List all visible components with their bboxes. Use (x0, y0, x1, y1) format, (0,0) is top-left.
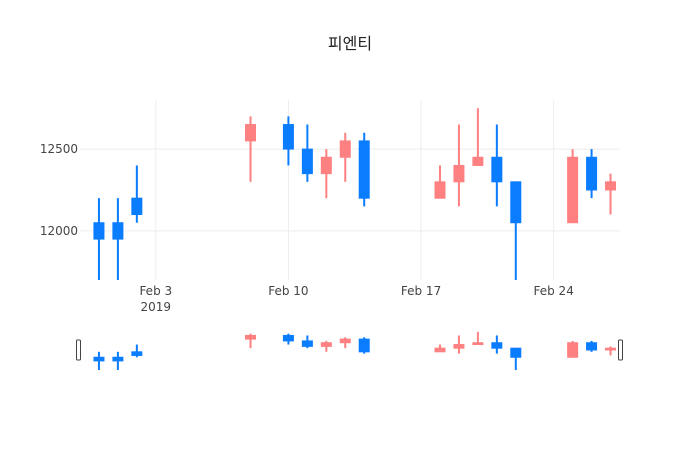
candle-body-mini (472, 342, 484, 346)
candle-body (112, 222, 124, 240)
candle-body (605, 181, 617, 191)
candle-mini (472, 331, 484, 346)
candle-body-mini (245, 334, 257, 340)
candle-body-mini (605, 347, 617, 351)
candle-body-mini (453, 344, 465, 349)
candle-mini (510, 347, 522, 370)
candle (131, 165, 143, 223)
candle-mini (131, 344, 143, 358)
range-slider-left-handle[interactable] (76, 339, 81, 361)
candle (301, 124, 313, 182)
candle-mini (301, 335, 313, 349)
candle-body (245, 124, 257, 142)
candle (245, 116, 257, 182)
candle (320, 149, 332, 199)
candle-mini (605, 346, 617, 356)
y-axis: 12000 12500 (40, 142, 78, 238)
candle-mini (358, 337, 370, 354)
candle (491, 124, 503, 207)
candle-body (434, 181, 446, 199)
x-tick-label: Feb 3 (139, 284, 172, 298)
candle-body-mini (282, 334, 294, 342)
candle-mini (282, 333, 294, 345)
candle-mini (339, 337, 351, 349)
candle-mini (112, 351, 124, 370)
candle-body-mini (112, 356, 124, 362)
candle-body (453, 164, 465, 183)
x-axis: Feb 3 2019 Feb 10 Feb 17 Feb 24 (139, 284, 573, 314)
candle-body-mini (358, 338, 370, 353)
candle (567, 149, 579, 224)
candle-body-mini (586, 342, 598, 351)
candle-body (282, 124, 294, 150)
x-tick-label: Feb 17 (401, 284, 441, 298)
candle (434, 165, 446, 199)
candle (453, 124, 465, 207)
candle-body (586, 156, 598, 191)
candle-body-mini (339, 338, 351, 344)
candle-body-mini (320, 342, 332, 347)
range-slider[interactable] (76, 331, 623, 370)
candle-body (510, 181, 522, 224)
candle-body (472, 156, 484, 166)
candle (339, 132, 351, 182)
candle (112, 198, 124, 280)
candle-mini (434, 344, 446, 353)
candle-body-mini (510, 347, 522, 358)
x-tick-sublabel: 2019 (141, 300, 172, 314)
candle-mini (491, 335, 503, 354)
candle (358, 132, 370, 207)
candle-body-mini (301, 340, 313, 347)
candle-mini (245, 333, 257, 349)
candle (605, 173, 617, 215)
candle-body-mini (434, 347, 446, 353)
y-tick-label: 12000 (40, 224, 78, 238)
candle-body (320, 156, 332, 175)
grid (80, 100, 620, 280)
candle-mini (320, 340, 332, 352)
candle-mini (567, 340, 579, 358)
chart-title: 피엔티 (328, 34, 372, 53)
x-tick-label: Feb 24 (534, 284, 574, 298)
candle (472, 108, 484, 166)
x-tick-label: Feb 10 (268, 284, 308, 298)
candle (93, 198, 105, 280)
candle (282, 116, 294, 166)
candle-body (131, 197, 143, 216)
candle-body-mini (131, 351, 143, 356)
candle-body (567, 156, 579, 224)
candle-body (301, 148, 313, 175)
candle-body (491, 156, 503, 183)
candle-body (93, 222, 105, 240)
range-slider-right-handle[interactable] (618, 339, 623, 361)
candle (586, 149, 598, 199)
candle (510, 181, 522, 280)
candles (93, 108, 617, 280)
candle-body (358, 140, 370, 199)
candle-body-mini (93, 356, 105, 362)
candle-body (339, 140, 351, 158)
candle-mini (586, 340, 598, 352)
candle-body-mini (567, 342, 579, 358)
y-tick-label: 12500 (40, 142, 78, 156)
candle-mini (93, 351, 105, 370)
candle-mini (453, 335, 465, 354)
candle-body-mini (491, 342, 503, 349)
